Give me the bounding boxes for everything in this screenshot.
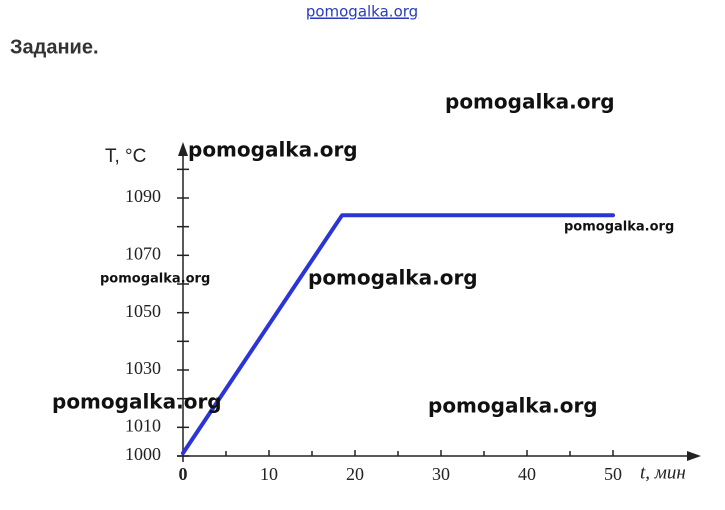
- watermark: pomogalka.org: [445, 90, 615, 114]
- x-tick-label: 10: [260, 464, 278, 484]
- y-arrow: [178, 142, 188, 156]
- y-tick-label: 1050: [125, 301, 161, 321]
- page-title: Задание.: [10, 36, 99, 58]
- x-tick-label: 20: [346, 464, 364, 484]
- y-tick-label: 1070: [125, 243, 161, 263]
- y-tick-label: 1000: [125, 444, 161, 464]
- watermark: pomogalka.org: [308, 266, 478, 290]
- watermark: pomogalka.org: [428, 394, 598, 418]
- x-axis-label: t, мин: [640, 462, 686, 483]
- watermark: pomogalka.org: [564, 220, 674, 235]
- watermark: pomogalka.org: [188, 138, 358, 162]
- x-arrow: [687, 451, 701, 461]
- site-link[interactable]: pomogalka.org: [306, 3, 418, 21]
- data-line: [181, 213, 615, 456]
- y-tick-label: 1090: [125, 186, 161, 206]
- y-axis-label: T, °C: [105, 146, 146, 167]
- watermark: pomogalka.org: [100, 272, 210, 287]
- x-tick-label: 30: [432, 464, 450, 484]
- y-tick-label: 1030: [125, 358, 161, 378]
- y-tick-label: 1010: [125, 415, 161, 435]
- x-tick-label: 0: [179, 464, 188, 484]
- x-tick-label: 50: [604, 464, 622, 484]
- x-tick-label: 40: [518, 464, 536, 484]
- watermark: pomogalka.org: [52, 390, 222, 414]
